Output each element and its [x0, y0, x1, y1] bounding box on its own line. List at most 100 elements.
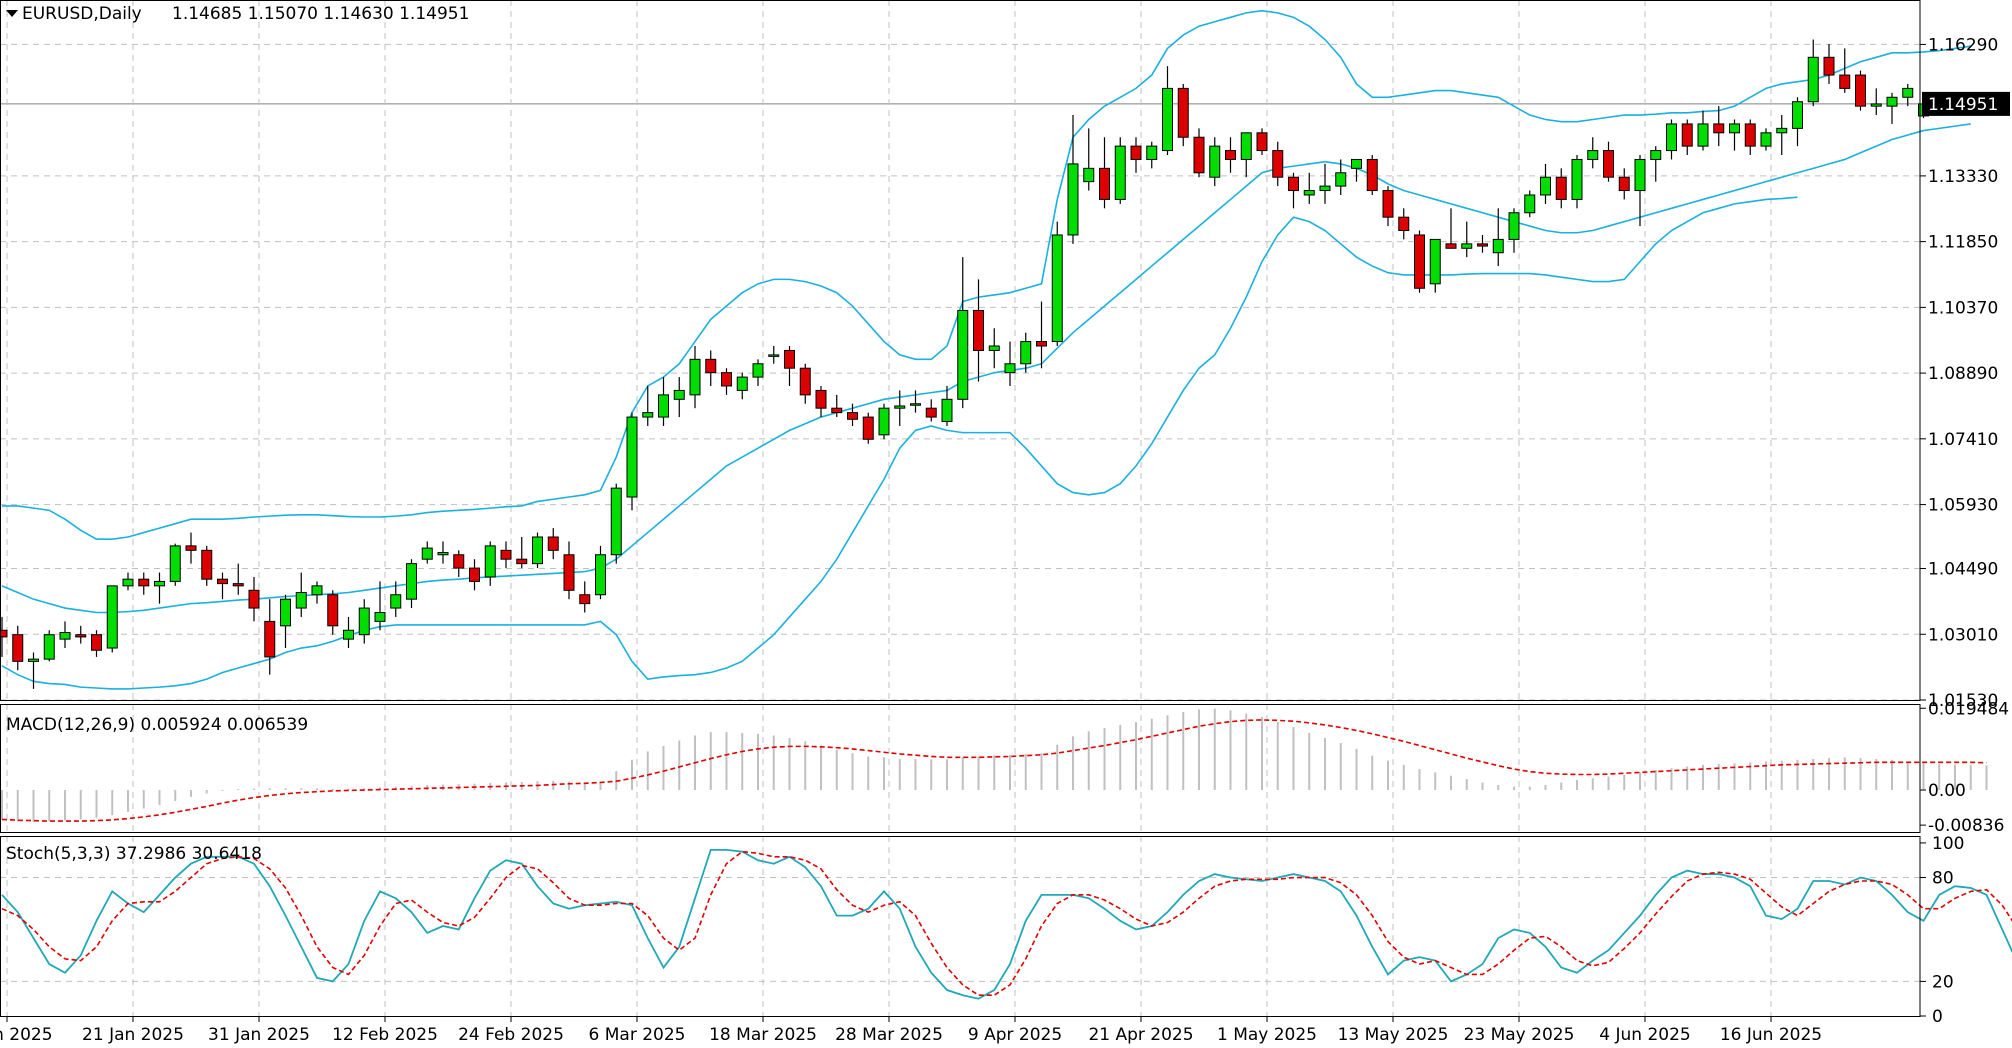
- candle-body: [1555, 176, 1567, 200]
- candle: [217, 572, 228, 600]
- candle: [1902, 83, 1914, 107]
- candle-body: [1382, 190, 1394, 218]
- x-tick-label: 24 Feb 2025: [458, 1025, 564, 1045]
- candle-body: [1051, 234, 1063, 343]
- candle-body: [1540, 176, 1551, 196]
- chevron-down-icon[interactable]: [6, 10, 18, 17]
- candle-body: [1335, 172, 1347, 187]
- current-price-label: 1.14951: [1928, 95, 1998, 115]
- candle-body: [343, 629, 354, 640]
- candle-body: [311, 585, 323, 596]
- candle: [374, 581, 386, 631]
- candle: [1870, 88, 1882, 116]
- candle-body: [484, 545, 496, 578]
- candle-body: [1477, 243, 1488, 247]
- candle-body: [1666, 123, 1677, 152]
- candle: [595, 545, 606, 600]
- candle: [12, 625, 24, 671]
- candle-body: [547, 536, 559, 551]
- candle: [1713, 106, 1725, 147]
- candle: [1650, 146, 1662, 182]
- candle-body: [1870, 103, 1882, 107]
- stochastic-panel: [0, 848, 2012, 1000]
- candle-body: [1839, 74, 1851, 89]
- y-tick-label: 1.11850: [1928, 233, 1998, 253]
- candle: [500, 541, 512, 569]
- candle-body: [610, 487, 622, 556]
- candle-body: [1492, 238, 1504, 254]
- band-middle: [1, 123, 1971, 614]
- symbol-label: EURUSD,Daily: [22, 4, 142, 24]
- candle-body: [1729, 123, 1740, 134]
- candle-body: [799, 367, 811, 396]
- candle-body: [1792, 101, 1803, 129]
- y-tick-label: 1.01530: [1928, 691, 1998, 711]
- candle: [1839, 48, 1851, 93]
- stoch-signal-line: [1, 850, 2012, 997]
- candle: [358, 599, 370, 644]
- candle: [831, 394, 843, 418]
- candle: [642, 385, 654, 426]
- candle: [75, 625, 87, 644]
- candle: [1414, 230, 1425, 293]
- candle-body: [973, 309, 984, 351]
- candle-body: [217, 578, 228, 585]
- candle: [910, 390, 921, 413]
- panel-frames: [0, 0, 1921, 1017]
- candle: [1225, 137, 1236, 173]
- candle-body: [1398, 216, 1410, 232]
- candle: [1398, 208, 1410, 240]
- candle-body: [878, 407, 890, 436]
- candle-body: [1524, 194, 1536, 214]
- candle: [122, 572, 134, 591]
- candle: [1177, 83, 1189, 147]
- candle-body: [516, 558, 528, 565]
- candle-body: [595, 554, 606, 596]
- candle-body: [1036, 341, 1047, 347]
- candle-body: [1429, 238, 1441, 285]
- candle-body: [563, 554, 575, 591]
- candle: [1634, 155, 1646, 227]
- candle-body: [1209, 145, 1221, 178]
- x-tick-label: 31 Jan 2025: [208, 1025, 310, 1045]
- candle-body: [1067, 163, 1079, 236]
- x-tick-label: 6 Mar 2025: [589, 1025, 686, 1045]
- candle-body: [1162, 87, 1173, 152]
- candle-body: [453, 554, 465, 569]
- candle-body: [106, 585, 118, 649]
- candle-body: [847, 412, 858, 420]
- candle: [1020, 332, 1032, 373]
- candle-body: [28, 658, 39, 662]
- candle: [1303, 172, 1315, 204]
- candle: [1571, 155, 1583, 209]
- candle: [91, 630, 102, 657]
- candle-body: [784, 349, 795, 369]
- candle: [484, 541, 496, 586]
- candle-body: [138, 578, 150, 587]
- x-tick-label: 1 May 2025: [1217, 1025, 1317, 1045]
- candle: [815, 385, 827, 418]
- candle-body: [1319, 185, 1331, 192]
- candle-body: [43, 634, 55, 660]
- candle: [1524, 190, 1536, 218]
- candle: [28, 652, 39, 689]
- candle: [1697, 110, 1709, 151]
- candle: [1555, 168, 1567, 209]
- candle-body: [1886, 96, 1898, 107]
- candle: [1807, 39, 1819, 107]
- candle: [1335, 159, 1347, 195]
- candle-body: [358, 607, 370, 636]
- candle-body: [1713, 123, 1725, 134]
- candle: [736, 372, 748, 400]
- candle-body: [1130, 145, 1142, 160]
- candle: [1051, 221, 1063, 347]
- candle-body: [91, 634, 102, 651]
- candle-body: [1650, 150, 1662, 160]
- candle: [1477, 234, 1488, 253]
- candle-body: [1240, 132, 1252, 160]
- bollinger-bands: [1, 9, 1971, 690]
- candle: [59, 621, 71, 649]
- candle-body: [1004, 363, 1016, 374]
- candle: [138, 572, 150, 595]
